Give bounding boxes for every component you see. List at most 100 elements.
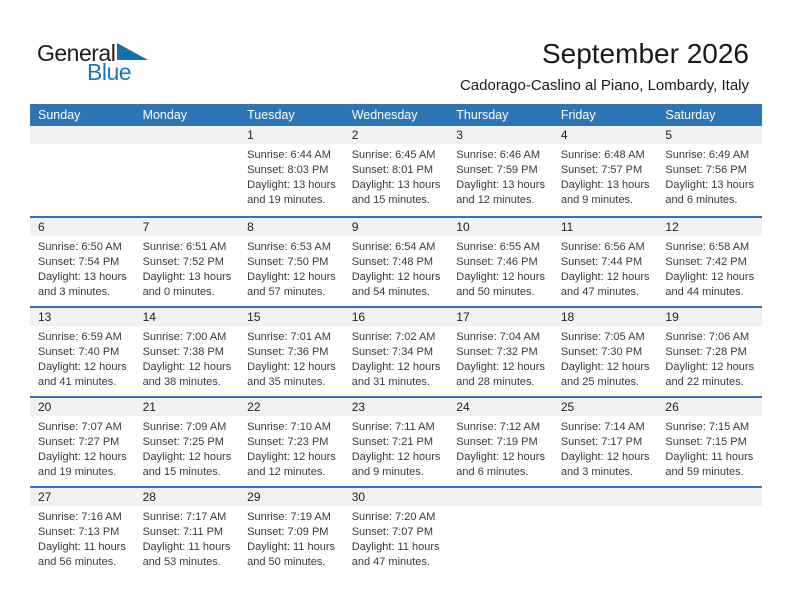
cell-details: Sunrise: 7:16 AM Sunset: 7:13 PM Daylight:… bbox=[30, 506, 135, 570]
day-number: 15 bbox=[239, 308, 344, 326]
cell-line: Sunrise: 6:45 AM bbox=[351, 149, 436, 161]
day-number bbox=[657, 488, 762, 506]
cell-line: and 6 minutes. bbox=[665, 194, 738, 206]
cell-line: and 19 minutes. bbox=[247, 194, 326, 206]
cell-line: and 12 minutes. bbox=[247, 466, 326, 478]
cell-line: Sunrise: 7:15 AM bbox=[665, 421, 750, 433]
cell-line: Sunrise: 6:55 AM bbox=[456, 241, 541, 253]
cell-line: Daylight: 12 hours bbox=[560, 451, 650, 463]
day-number: 17 bbox=[448, 308, 553, 326]
calendar-cell: 9 Sunrise: 6:54 AM Sunset: 7:48 PM Daylight… bbox=[343, 218, 449, 306]
cell-line: Daylight: 11 hours bbox=[247, 541, 335, 553]
cell-line: Sunrise: 6:44 AM bbox=[247, 149, 331, 161]
calendar-cell-empty bbox=[30, 126, 135, 216]
cell-line: Sunset: 8:01 PM bbox=[351, 164, 434, 176]
cell-line: Sunrise: 7:05 AM bbox=[560, 331, 645, 343]
calendar-cell: 18 Sunrise: 7:05 AM Sunset: 7:30 PM Dayligh… bbox=[552, 308, 658, 396]
cell-line: Sunrise: 7:17 AM bbox=[142, 511, 227, 523]
cell-details: Sunrise: 7:20 AM Sunset: 7:07 PM Daylight:… bbox=[344, 506, 449, 570]
cell-line: and 38 minutes. bbox=[142, 376, 221, 388]
cell-line: and 44 minutes. bbox=[665, 286, 744, 298]
cell-line: Sunset: 7:56 PM bbox=[665, 164, 747, 176]
cell-details: Sunrise: 7:04 AM Sunset: 7:32 PM Daylight:… bbox=[448, 326, 553, 390]
day-number: 21 bbox=[134, 398, 240, 416]
weekday-header: Saturday bbox=[665, 108, 716, 122]
day-number: 29 bbox=[239, 488, 344, 506]
cell-line: Daylight: 12 hours bbox=[247, 271, 336, 283]
cell-line: and 35 minutes. bbox=[247, 376, 326, 388]
cell-line: Sunrise: 6:51 AM bbox=[142, 241, 227, 253]
cell-line: and 6 minutes. bbox=[456, 466, 529, 478]
cell-line: Sunset: 7:36 PM bbox=[247, 346, 329, 358]
logo-top-row: General bbox=[37, 42, 149, 65]
cell-line: and 22 minutes. bbox=[665, 376, 744, 388]
cell-details: Sunrise: 6:48 AM Sunset: 7:57 PM Daylight:… bbox=[553, 144, 658, 208]
cell-line: Sunrise: 7:09 AM bbox=[142, 421, 227, 433]
cell-line: and 3 minutes. bbox=[560, 466, 633, 478]
cell-line: Sunset: 7:25 PM bbox=[142, 436, 224, 448]
cell-line: Sunset: 7:19 PM bbox=[456, 436, 538, 448]
cell-line: and 47 minutes. bbox=[351, 556, 430, 568]
cell-line: Daylight: 12 hours bbox=[351, 451, 441, 463]
calendar-cell: 15 Sunrise: 7:01 AM Sunset: 7:36 PM Dayligh… bbox=[239, 308, 344, 396]
calendar-cell: 8 Sunrise: 6:53 AM Sunset: 7:50 PM Daylight… bbox=[239, 218, 344, 306]
calendar-cell: 2 Sunrise: 6:45 AM Sunset: 8:01 PM Daylight… bbox=[343, 126, 449, 216]
cell-line: Daylight: 13 hours bbox=[38, 271, 127, 283]
cell-line: Sunset: 7:40 PM bbox=[38, 346, 120, 358]
cell-line: Sunrise: 7:16 AM bbox=[38, 511, 122, 523]
cell-line: Daylight: 11 hours bbox=[665, 451, 754, 463]
calendar-cell-empty bbox=[134, 126, 240, 216]
cell-details: Sunrise: 6:54 AM Sunset: 7:48 PM Daylight:… bbox=[344, 236, 449, 300]
day-number bbox=[552, 488, 658, 506]
cell-line: Daylight: 11 hours bbox=[142, 541, 231, 553]
cell-line: Sunset: 7:34 PM bbox=[351, 346, 434, 358]
cell-line: and 54 minutes. bbox=[351, 286, 430, 298]
weekday-header: Tuesday bbox=[247, 108, 295, 122]
cell-line: Sunset: 7:07 PM bbox=[351, 526, 434, 538]
cell-line: Sunset: 7:57 PM bbox=[560, 164, 643, 176]
cell-line: Daylight: 12 hours bbox=[142, 361, 232, 373]
cell-line: Daylight: 11 hours bbox=[38, 541, 126, 553]
cell-line: Sunset: 7:59 PM bbox=[456, 164, 538, 176]
day-number: 19 bbox=[657, 308, 762, 326]
cell-line: Daylight: 13 hours bbox=[456, 179, 545, 191]
cell-line: Sunrise: 7:12 AM bbox=[456, 421, 541, 433]
cell-line: Daylight: 12 hours bbox=[142, 451, 232, 463]
day-number: 4 bbox=[552, 126, 658, 144]
calendar-cell: 26 Sunrise: 7:15 AM Sunset: 7:15 PM Dayligh… bbox=[657, 398, 762, 486]
calendar-cell: 12 Sunrise: 6:58 AM Sunset: 7:42 PM Dayligh… bbox=[657, 218, 762, 306]
cell-line: Sunrise: 7:20 AM bbox=[351, 511, 436, 523]
calendar-cell: 21 Sunrise: 7:09 AM Sunset: 7:25 PM Dayligh… bbox=[134, 398, 240, 486]
cell-line: Daylight: 12 hours bbox=[351, 271, 441, 283]
day-number: 26 bbox=[657, 398, 762, 416]
cell-line: and 50 minutes. bbox=[247, 556, 326, 568]
cell-line: Sunset: 7:42 PM bbox=[665, 256, 747, 268]
cell-line: and 12 minutes. bbox=[456, 194, 535, 206]
cell-details: Sunrise: 6:58 AM Sunset: 7:42 PM Daylight:… bbox=[657, 236, 762, 300]
cell-line: and 0 minutes. bbox=[142, 286, 215, 298]
calendar-cell: 3 Sunrise: 6:46 AM Sunset: 7:59 PM Daylight… bbox=[448, 126, 553, 216]
day-number: 11 bbox=[552, 218, 658, 236]
cell-line: and 3 minutes. bbox=[38, 286, 111, 298]
cell-details: Sunrise: 6:53 AM Sunset: 7:50 PM Daylight:… bbox=[239, 236, 344, 300]
cell-line: Daylight: 12 hours bbox=[456, 361, 545, 373]
calendar-cell: 30 Sunrise: 7:20 AM Sunset: 7:07 PM Dayligh… bbox=[343, 488, 449, 576]
cell-line: Sunset: 7:46 PM bbox=[456, 256, 538, 268]
day-number: 1 bbox=[239, 126, 344, 144]
day-number: 5 bbox=[657, 126, 762, 144]
day-number: 23 bbox=[343, 398, 449, 416]
cell-details: Sunrise: 7:12 AM Sunset: 7:19 PM Daylight:… bbox=[448, 416, 553, 480]
cell-details: Sunrise: 7:19 AM Sunset: 7:09 PM Daylight:… bbox=[239, 506, 344, 570]
cell-line: Sunrise: 7:11 AM bbox=[351, 421, 435, 433]
day-number: 22 bbox=[239, 398, 344, 416]
day-number: 27 bbox=[30, 488, 135, 506]
day-number bbox=[134, 126, 240, 144]
cell-details: Sunrise: 6:45 AM Sunset: 8:01 PM Daylight:… bbox=[344, 144, 449, 208]
cell-details: Sunrise: 6:44 AM Sunset: 8:03 PM Daylight:… bbox=[239, 144, 344, 208]
logo-triangle-icon bbox=[117, 43, 149, 64]
cell-line: Sunrise: 7:14 AM bbox=[560, 421, 645, 433]
cell-line: Sunrise: 6:48 AM bbox=[560, 149, 645, 161]
cell-line: and 9 minutes. bbox=[351, 466, 424, 478]
weekday-header: Thursday bbox=[456, 108, 509, 122]
